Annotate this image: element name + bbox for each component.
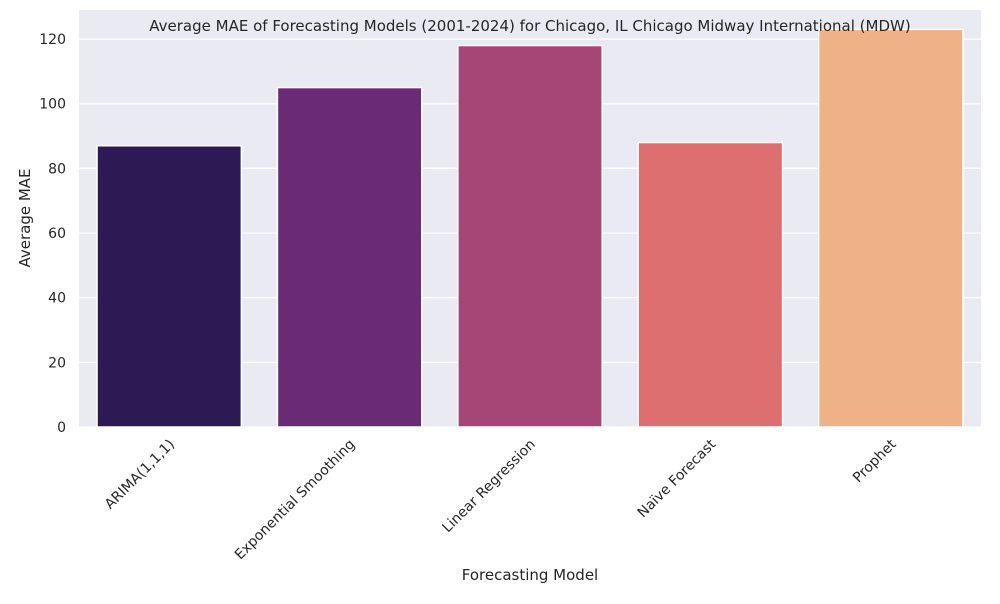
bar: [96, 145, 243, 428]
y-tick-label: 60: [48, 226, 66, 242]
bar: [637, 141, 784, 428]
y-tick-labels: 0 20 40 60 80 100 120: [39, 32, 66, 436]
x-tick-label: ARIMA(1,1,1): [102, 437, 178, 513]
x-tick-label: Prophet: [850, 436, 900, 486]
x-tick-label: Naïve Forecast: [635, 436, 720, 521]
chart-title: Average MAE of Forecasting Models (2001-…: [149, 17, 910, 35]
bar: [817, 28, 964, 428]
x-tick-labels: ARIMA(1,1,1) Exponential Smoothing Linear …: [102, 436, 900, 563]
y-axis-label: Average MAE: [16, 168, 34, 267]
x-tick-label: Linear Regression: [439, 437, 538, 536]
bars: [96, 28, 964, 428]
y-tick-label: 100: [39, 97, 66, 113]
y-tick-label: 20: [48, 355, 66, 371]
x-axis-label: Forecasting Model: [462, 566, 598, 584]
bar: [457, 44, 603, 428]
bar: [276, 86, 423, 428]
y-tick-label: 120: [39, 32, 66, 48]
x-tick-label: Exponential Smoothing: [232, 437, 359, 564]
y-tick-label: 0: [57, 420, 66, 436]
y-tick-label: 80: [48, 161, 66, 177]
y-tick-label: 40: [48, 291, 66, 307]
